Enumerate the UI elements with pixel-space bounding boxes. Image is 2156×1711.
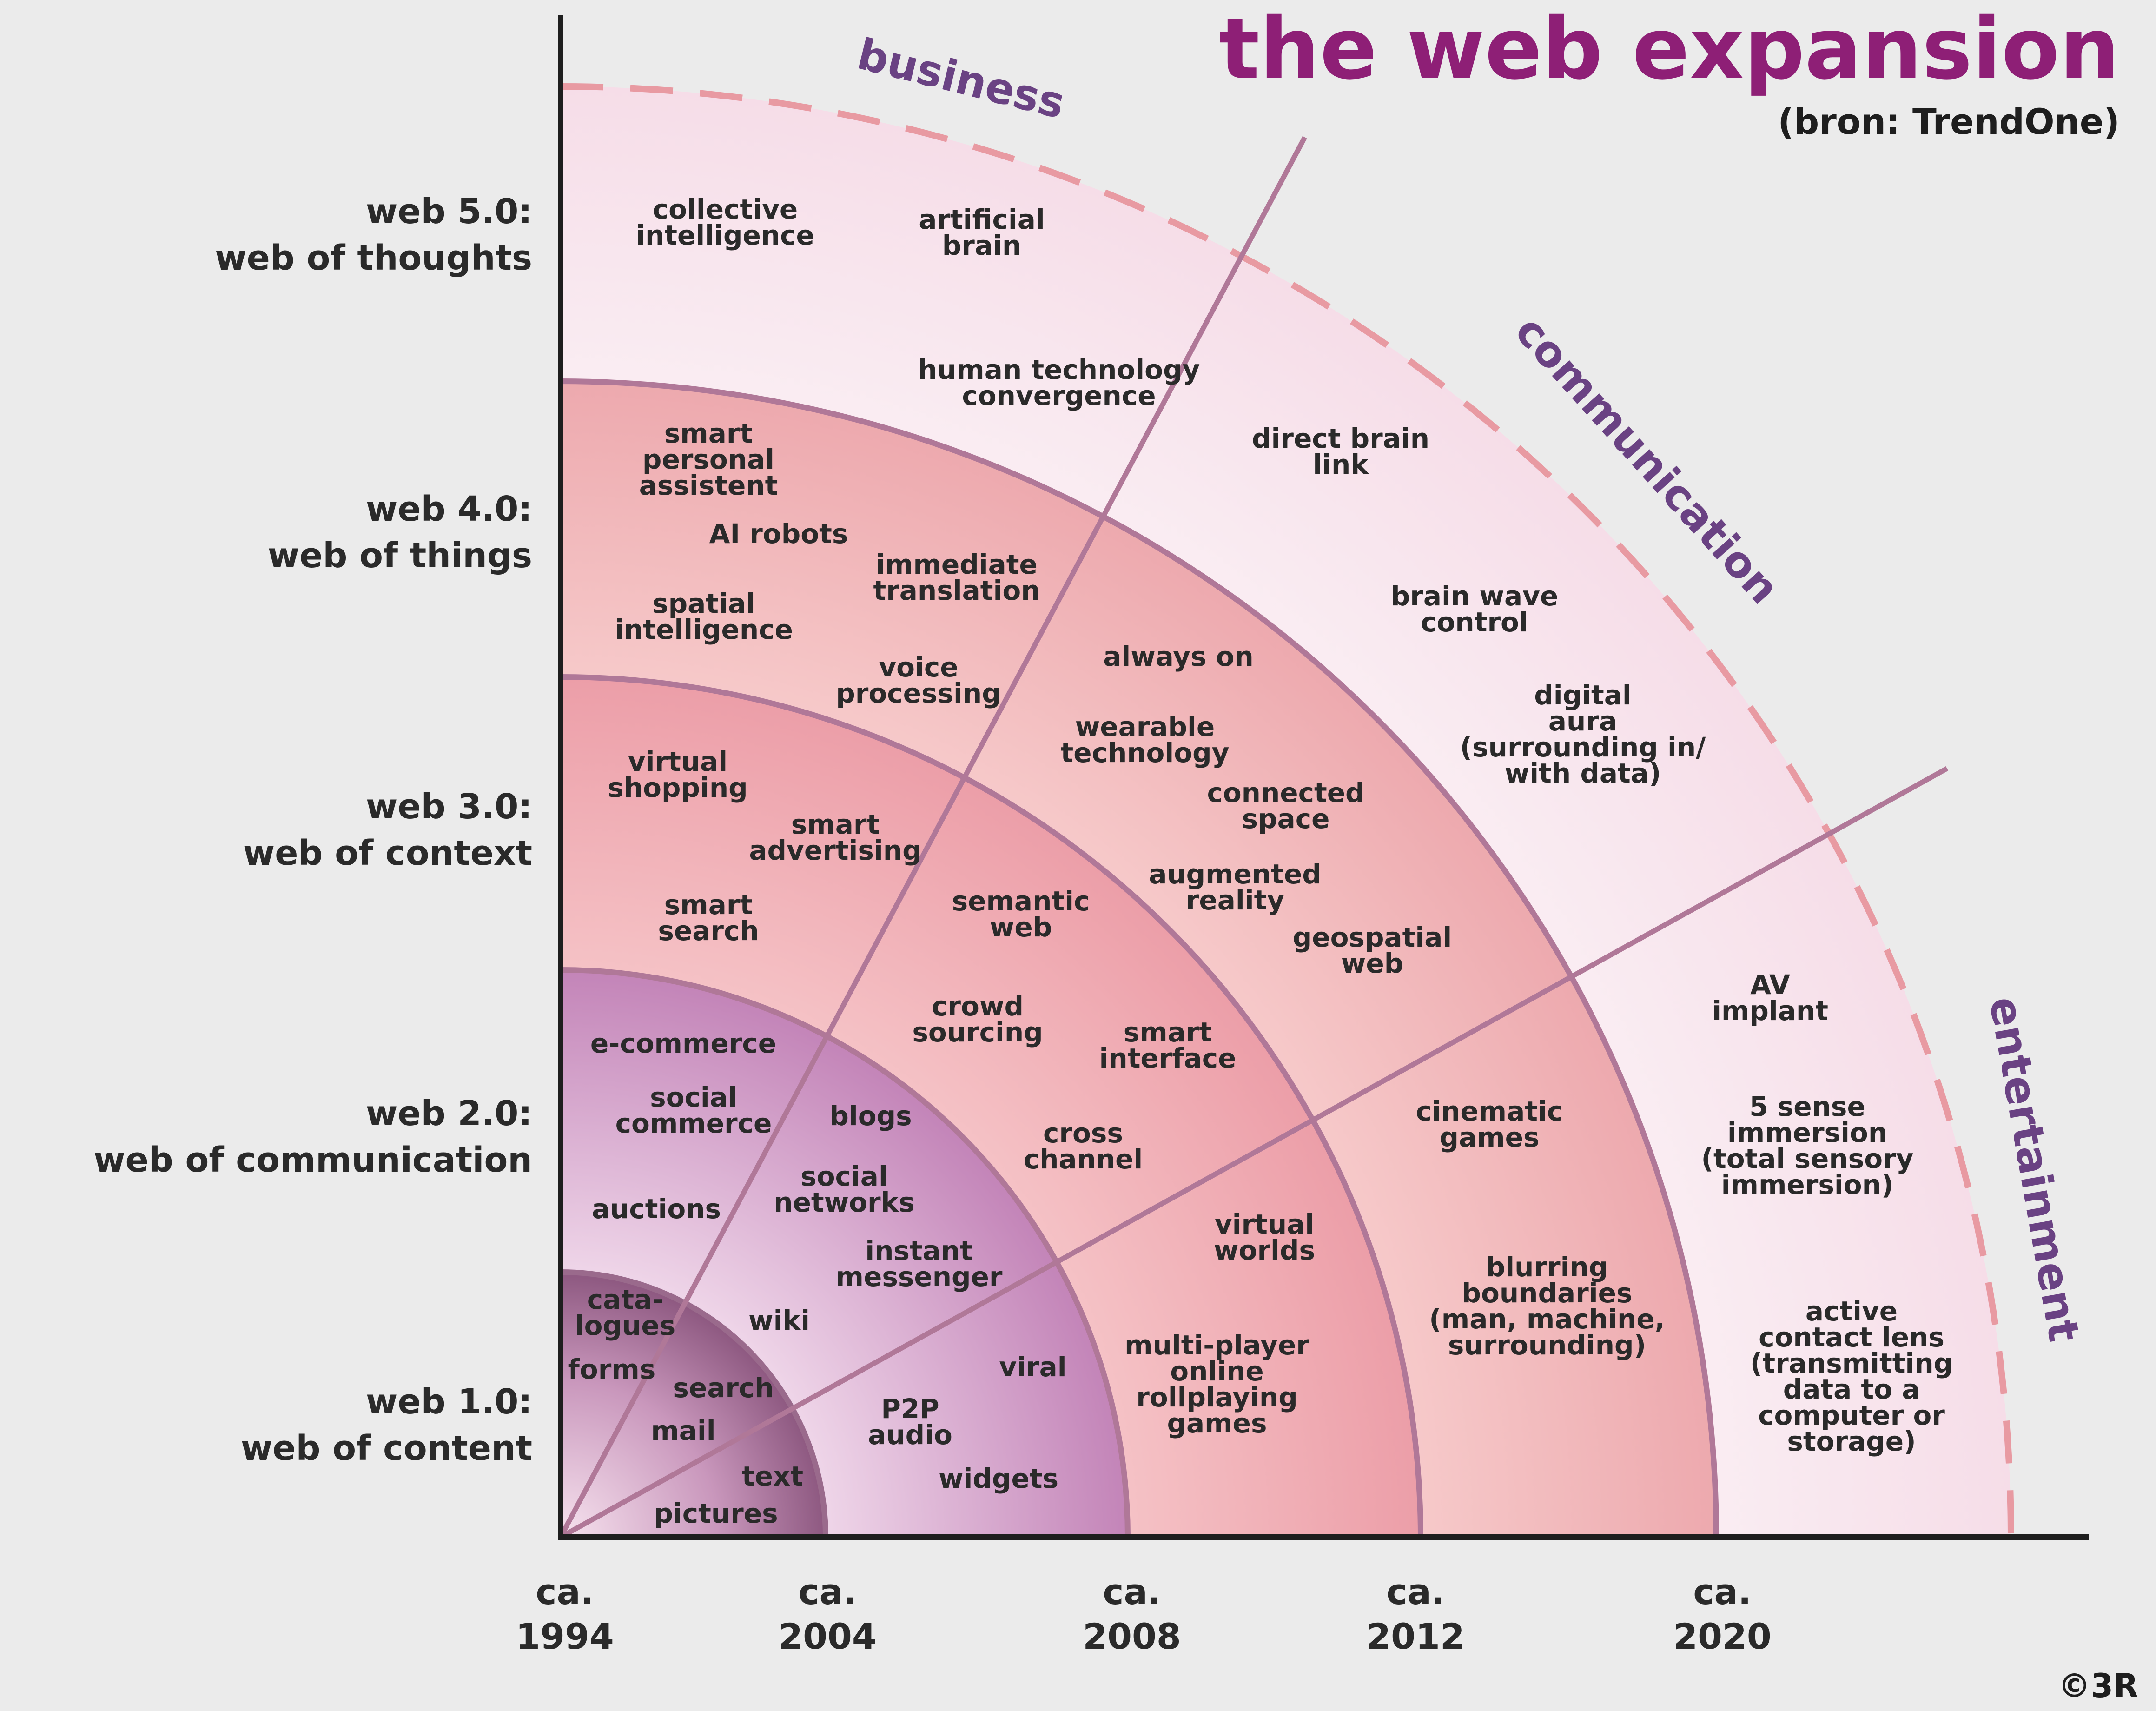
diagram-title: the web expansion: [1219, 0, 2120, 98]
trend-item-voice-processing: voice processing: [836, 651, 1001, 709]
year-label-prefix: ca.: [798, 1571, 856, 1612]
sector-label-business: business: [853, 29, 1070, 128]
trend-item-catalogues: cata-logues: [575, 1284, 675, 1341]
year-label: 1994: [516, 1616, 614, 1657]
ring-web-1: [558, 1269, 829, 1540]
trend-item-blurring-boundaries: blurring boundaries (man, machine, surround…: [1429, 1251, 1665, 1361]
trend-item-av-implant: AV implant: [1712, 969, 1828, 1027]
trend-item-social-networks: social networks: [774, 1161, 914, 1218]
trend-item-blogs: blogs: [829, 1100, 912, 1132]
trend-item-wearable-technology: wearable technology: [1061, 711, 1230, 769]
trend-item-multi-player: multi-player online rollplaying games: [1124, 1329, 1309, 1439]
trend-item-virtual-shopping: virtual shopping: [608, 746, 747, 803]
future-boundary-dashed: [560, 83, 2014, 1538]
divider-business-communication: [558, 136, 1307, 1539]
trend-item-immediate-translation: immediate translation: [873, 549, 1040, 606]
trend-item-p2p-audio: P2P audio: [868, 1393, 952, 1451]
level-label-name: web of things: [268, 536, 532, 576]
sector-label-entertainment: entertainment: [1979, 993, 2089, 1346]
trend-item-collective-intelligence: collective intelligence: [636, 193, 814, 251]
level-label-version: web 5.0:: [366, 192, 532, 232]
year-label: 2004: [778, 1616, 877, 1657]
trend-item-widgets: widgets: [939, 1463, 1058, 1494]
year-label-prefix: ca.: [1693, 1571, 1751, 1612]
trend-item-forms: forms: [568, 1353, 656, 1385]
level-label-name: web of context: [243, 833, 532, 873]
year-label-prefix: ca.: [536, 1571, 594, 1612]
trend-item-active-contact-lens: active contact lens (transmitting data to a…: [1750, 1295, 1953, 1457]
level-label-version: web 2.0:: [366, 1094, 532, 1134]
trend-item-always-on: always on: [1103, 641, 1254, 672]
level-label-name: web of thoughts: [215, 238, 532, 278]
trend-item-smart-interface: smart interface: [1099, 1016, 1237, 1074]
trend-item-spatial-intelligence: spatial intelligence: [615, 588, 793, 645]
trend-item-augmented-reality: augmented reality: [1149, 858, 1322, 916]
trend-item-artificial-brain: artificial brain: [919, 204, 1045, 261]
trend-item-smart-advertising: smart advertising: [749, 809, 921, 866]
level-label-name: web of communication: [93, 1140, 532, 1180]
trend-item-viral: viral: [999, 1351, 1066, 1383]
level-label-name: web of content: [241, 1428, 532, 1468]
trend-item-direct-brain-link: direct brain link: [1252, 423, 1429, 480]
trend-item-semantic-web: semantic web: [952, 885, 1090, 943]
trend-item-auctions: auctions: [592, 1193, 721, 1225]
sector-dividers: [558, 136, 1949, 1539]
trend-item-cinematic-games: cinematic games: [1416, 1095, 1563, 1153]
trend-item-search: search: [673, 1372, 774, 1404]
divider-communication-entertainment: [559, 766, 1949, 1539]
year-label: 2008: [1083, 1616, 1181, 1657]
trend-item-wiki: wiki: [748, 1305, 810, 1336]
trend-item-smart-search: smart search: [658, 889, 759, 947]
trend-item-human-technology-convergence: human technology convergence: [918, 354, 1200, 411]
year-label-prefix: ca.: [1103, 1571, 1161, 1612]
trend-item-ai-robots: AI robots: [709, 518, 848, 550]
title-block: the web expansion (bron: TrendOne): [1219, 0, 2120, 142]
concentric-rings: [558, 83, 2014, 1540]
copyright-mark: ©3R: [2058, 1667, 2138, 1705]
trend-item-cross-channel: cross channel: [1024, 1117, 1143, 1175]
trend-item-crowd-sourcing: crowd sourcing: [912, 990, 1043, 1048]
level-label-version: web 3.0:: [366, 787, 532, 827]
trend-item-five-sense-immersion: 5 sense immersion (total sensory immersion): [1701, 1091, 1914, 1200]
trend-item-e-commerce: e-commerce: [590, 1028, 776, 1059]
trend-item-pictures: pictures: [654, 1498, 778, 1529]
trend-item-connected-space: connected space: [1207, 777, 1364, 835]
level-label-version: web 1.0:: [366, 1382, 532, 1422]
trend-items: collective intelligence artificial brain hum…: [568, 193, 1953, 1529]
trend-item-social-commerce: social commerce: [615, 1081, 772, 1139]
trend-item-instant-messenger: instant messenger: [836, 1235, 1003, 1293]
year-label: 2012: [1366, 1616, 1465, 1657]
year-label: 2020: [1673, 1616, 1772, 1657]
year-label-prefix: ca.: [1386, 1571, 1444, 1612]
level-labels: web 5.0: web of thoughts web 4.0: web of th…: [93, 192, 532, 1468]
trend-item-mail: mail: [651, 1415, 715, 1446]
trend-item-text: text: [742, 1460, 803, 1492]
level-label-version: web 4.0:: [366, 489, 532, 529]
trend-item-digital-aura: digital aura (surrounding in/with data): [1460, 679, 1706, 789]
trend-item-geospatial-web: geospatial web: [1293, 922, 1452, 979]
trend-item-virtual-worlds: virtual worlds: [1214, 1208, 1315, 1266]
source-note: (bron: TrendOne): [1778, 101, 2120, 142]
trend-item-brain-wave-control: brain wave control: [1391, 580, 1559, 638]
trend-item-smart-personal-assistent: smart personal assistent: [639, 418, 778, 501]
